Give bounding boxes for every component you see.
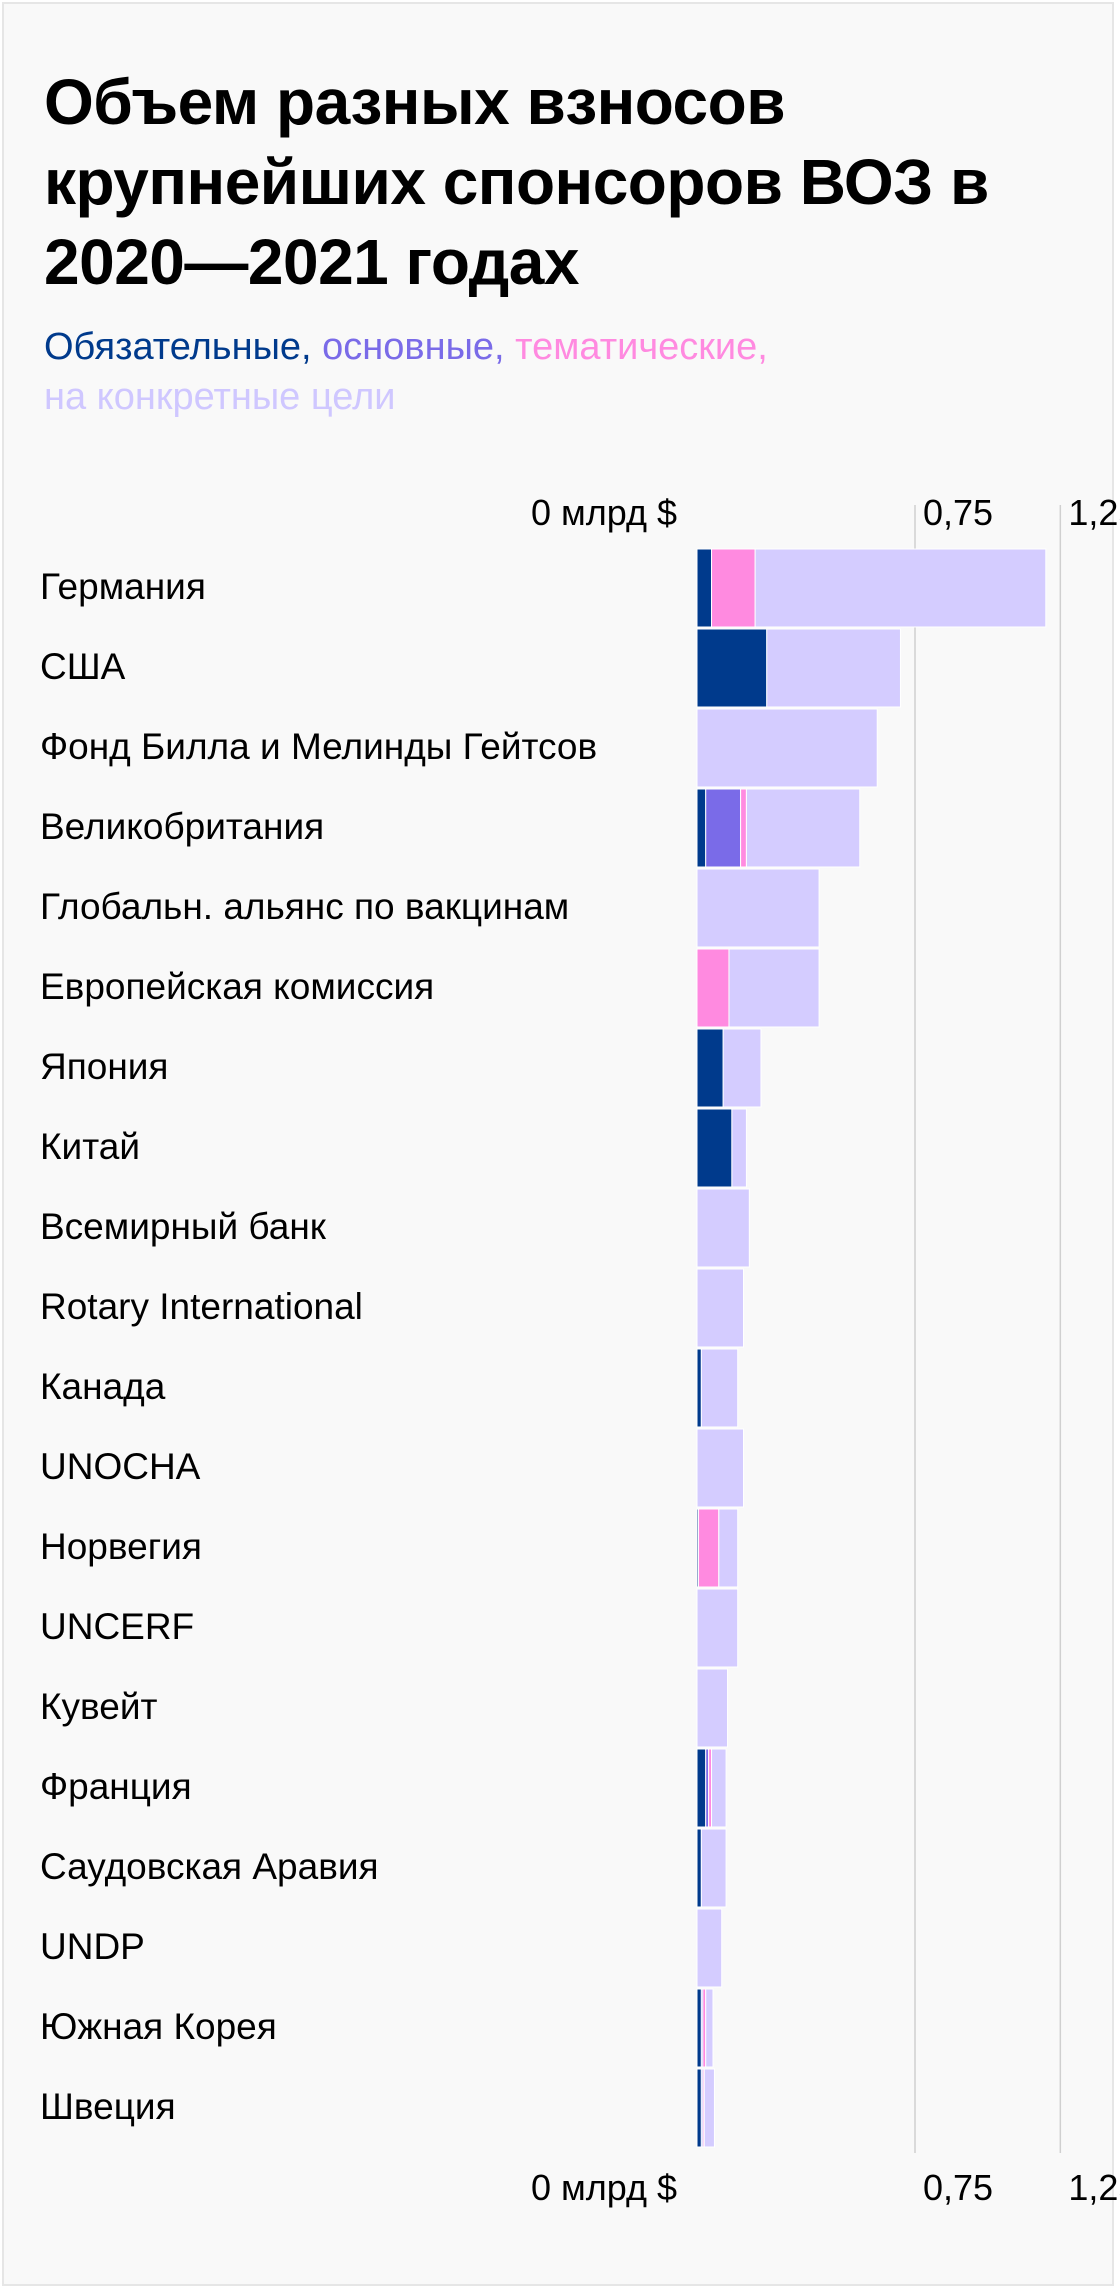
bar-segment — [696, 1028, 724, 1108]
bar-segment — [696, 1428, 745, 1508]
category-label: Южная Корея — [40, 2006, 277, 2047]
bar-segment — [696, 1748, 707, 1828]
category-label: Франция — [40, 1766, 192, 1807]
legend-core: основные, — [322, 326, 505, 368]
bar-segment — [696, 1348, 702, 1428]
bar-segment — [696, 548, 713, 628]
legend-thematic: тематические, — [515, 326, 768, 368]
category-label: Европейская комиссия — [40, 966, 434, 1007]
bar-segment — [745, 788, 861, 868]
legend-specified: на конкретные цели — [44, 376, 396, 418]
top-axis-tick-label: 1,25 — [1068, 492, 1120, 533]
bottom-axis-tick-label: 1,25 — [1068, 2167, 1120, 2208]
bar-segment — [696, 1668, 729, 1748]
category-label: США — [40, 646, 126, 687]
category-label: Япония — [40, 1046, 168, 1087]
bar-segment — [740, 788, 747, 868]
bar-segment — [754, 548, 1047, 628]
bar-segment — [696, 1588, 739, 1668]
legend: Обязательные, основные, тематические, на … — [44, 322, 1044, 422]
category-label: Кувейт — [40, 1686, 158, 1727]
bar-segment — [696, 708, 878, 788]
top-axis-tick-label: 0 млрд $ — [531, 492, 677, 533]
legend-mandatory: Обязательные, — [44, 326, 312, 368]
category-label: Фонд Билла и Мелинды Гейтсов — [40, 726, 597, 767]
bar-segment — [696, 948, 730, 1028]
bar-segment — [722, 1028, 762, 1108]
category-label: Всемирный банк — [40, 1206, 327, 1247]
bar-segment — [711, 548, 756, 628]
bar-segment — [731, 1108, 747, 1188]
bottom-axis-tick-label: 0,75 — [923, 2167, 993, 2208]
bar-segment — [696, 788, 707, 868]
category-label: UNOCHA — [40, 1446, 201, 1487]
category-label: Норвегия — [40, 1526, 202, 1567]
bar-segment — [700, 1348, 739, 1428]
bar-segment — [696, 628, 768, 708]
bar-segment — [766, 628, 901, 708]
bar-segment — [696, 1268, 745, 1348]
category-label: UNDP — [40, 1926, 145, 1967]
bar-segment — [705, 788, 742, 868]
bottom-axis-tick-label: 0 млрд $ — [531, 2167, 677, 2208]
bar-segment — [696, 868, 820, 948]
bar-segment — [718, 1508, 739, 1588]
top-axis-tick-label: 0,75 — [923, 492, 993, 533]
category-label: Германия — [40, 566, 206, 607]
bar-segment — [728, 948, 820, 1028]
bar-segment — [696, 1108, 733, 1188]
category-label: Великобритания — [40, 806, 324, 847]
bar-segment — [696, 1908, 723, 1988]
chart-title: Объем разных взносов крупнейших спонсоро… — [44, 66, 989, 298]
category-label: Глобальн. альянс по вакцинам — [40, 886, 569, 927]
category-label: UNCERF — [40, 1606, 194, 1647]
bar-segment — [700, 1828, 727, 1908]
category-label: Китай — [40, 1126, 140, 1167]
category-label: Rotary International — [40, 1286, 363, 1327]
bar-segment — [696, 1188, 750, 1268]
category-label: Швеция — [40, 2086, 176, 2127]
bar-segment — [703, 2068, 715, 2148]
bar-segment — [711, 1748, 727, 1828]
bar-segment — [696, 2068, 702, 2148]
category-label: Канада — [40, 1366, 166, 1407]
bar-segment — [697, 1508, 720, 1588]
bar-segment — [696, 1828, 702, 1908]
bar-segment — [696, 1988, 702, 2068]
category-label: Саудовская Аравия — [40, 1846, 379, 1887]
bar-segment — [705, 1988, 714, 2068]
